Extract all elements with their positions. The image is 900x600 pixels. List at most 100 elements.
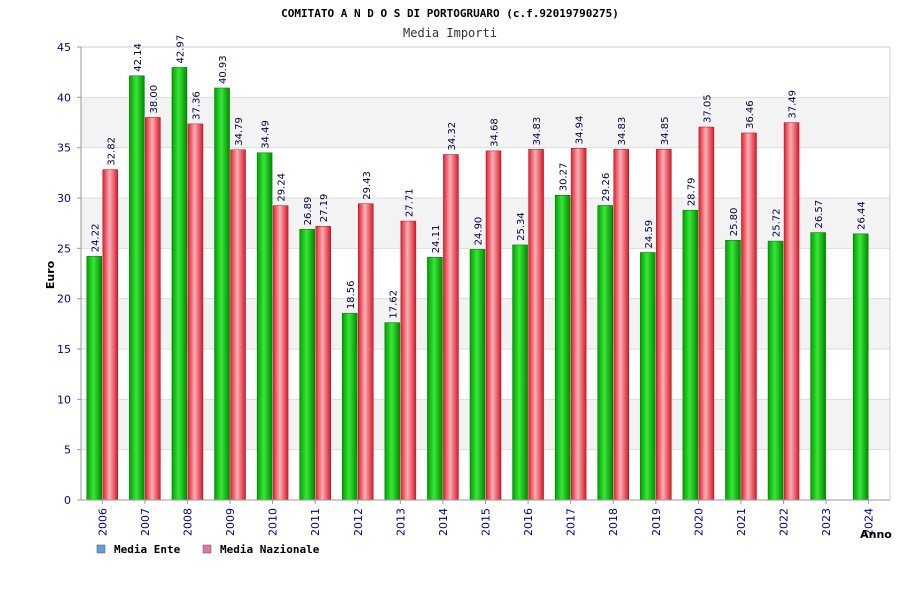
value-label-media-ente-2016: 25.34 — [516, 212, 527, 241]
bar-media-nazionale-2008 — [187, 123, 204, 501]
value-label-media-nazionale-2012: 29.43 — [362, 171, 373, 200]
value-label-media-nazionale-2013: 27.71 — [404, 188, 415, 217]
x-tick-label-2023: 2023 — [820, 508, 833, 536]
value-label-media-ente-2006: 24.22 — [90, 224, 101, 253]
value-label-media-ente-2020: 28.79 — [686, 178, 697, 207]
bar-media-ente-2011 — [299, 229, 315, 501]
y-tick-label-35: 35 — [57, 142, 71, 155]
value-label-media-nazionale-2015: 34.68 — [490, 118, 501, 147]
x-tick-label-2013: 2013 — [394, 508, 407, 536]
bars — [86, 67, 869, 501]
bar-media-nazionale-2016 — [528, 149, 544, 501]
y-tick-label-10: 10 — [57, 393, 71, 406]
bar-media-nazionale-2019 — [656, 148, 672, 501]
bar-media-nazionale-2017 — [570, 148, 587, 501]
value-label-media-nazionale-2014: 34.32 — [447, 122, 458, 151]
x-tick-label-2019: 2019 — [650, 508, 663, 536]
x-tick-labels: 2006 2007 2008 2009 2010 2011 2012 2013 2014 2015… — [96, 500, 876, 536]
bar-media-nazionale-2007 — [145, 117, 161, 501]
value-label-media-ente-2024: 26.44 — [857, 201, 868, 230]
x-tick-label-2011: 2011 — [309, 508, 322, 536]
x-tick-label-2009: 2009 — [224, 508, 237, 536]
y-tick-label-25: 25 — [57, 242, 71, 255]
bar-media-ente-2010 — [256, 152, 273, 501]
x-tick-label-2010: 2010 — [267, 508, 280, 536]
x-tick-label-2007: 2007 — [139, 508, 152, 536]
x-tick-label-2022: 2022 — [778, 508, 791, 536]
x-tick-label-2021: 2021 — [735, 508, 748, 536]
value-label-media-nazionale-2020: 37.05 — [702, 94, 713, 123]
x-tick-label-2014: 2014 — [437, 508, 450, 536]
x-tick-label-2006: 2006 — [96, 508, 109, 536]
bar-media-ente-2023 — [810, 232, 826, 501]
legend-label-media-ente: Media Ente — [114, 543, 181, 556]
value-label-media-nazionale-2016: 34.83 — [532, 117, 543, 146]
value-label-media-nazionale-2006: 32.82 — [106, 137, 117, 166]
value-label-media-nazionale-2010: 29.24 — [277, 173, 288, 202]
legend-label-media-nazionale: Media Nazionale — [220, 543, 320, 556]
legend-swatch-media-nazionale — [202, 544, 212, 554]
y-tick-label-40: 40 — [57, 91, 71, 104]
value-label-media-nazionale-2009: 34.79 — [234, 117, 245, 146]
value-label-media-nazionale-2017: 34.94 — [575, 116, 586, 145]
bar-media-ente-2019 — [640, 252, 656, 501]
bar-media-nazionale-2022 — [783, 122, 800, 501]
bar-media-nazionale-2014 — [443, 154, 459, 501]
y-tick-label-20: 20 — [57, 293, 71, 306]
value-label-media-ente-2017: 30.27 — [559, 163, 570, 192]
y-tick-labels: 0 5 10 15 20 25 30 35 40 45 — [57, 41, 81, 507]
value-label-media-nazionale-2008: 37.36 — [191, 91, 202, 120]
bar-media-ente-2022 — [767, 240, 784, 501]
bar-media-ente-2018 — [597, 205, 613, 501]
bar-media-nazionale-2009 — [230, 149, 246, 501]
value-label-media-ente-2012: 18.56 — [346, 281, 357, 310]
value-label-media-ente-2021: 25.80 — [729, 208, 740, 237]
bar-media-ente-2009 — [214, 87, 230, 501]
x-tick-label-2015: 2015 — [480, 508, 493, 536]
value-label-media-ente-2013: 17.62 — [388, 290, 399, 319]
bar-media-ente-2012 — [342, 312, 358, 501]
x-tick-label-2020: 2020 — [692, 508, 705, 536]
value-label-media-ente-2007: 42.14 — [133, 43, 144, 72]
value-labels: 24.22 42.14 42.97 40.93 34.49 26.89 18.56 17.62… — [90, 35, 867, 319]
value-label-media-ente-2023: 26.57 — [814, 200, 825, 229]
value-label-media-ente-2008: 42.97 — [175, 35, 186, 64]
bar-media-ente-2013 — [384, 322, 401, 501]
bar-media-ente-2008 — [171, 67, 188, 501]
bar-media-ente-2021 — [725, 240, 741, 501]
bar-media-nazionale-2021 — [741, 132, 757, 501]
value-label-media-ente-2015: 24.90 — [474, 217, 485, 246]
bar-media-ente-2007 — [129, 75, 145, 501]
value-label-media-nazionale-2021: 36.46 — [745, 100, 756, 129]
value-label-media-ente-2022: 25.72 — [772, 208, 783, 237]
x-tick-label-2017: 2017 — [565, 508, 578, 536]
value-label-media-nazionale-2019: 34.85 — [660, 117, 671, 146]
value-label-media-ente-2019: 24.59 — [644, 220, 655, 249]
value-label-media-ente-2009: 40.93 — [218, 55, 229, 84]
bar-media-ente-2014 — [427, 257, 443, 501]
legend: Media Ente Media Nazionale — [96, 543, 320, 556]
bar-media-ente-2017 — [554, 195, 571, 501]
y-tick-label-15: 15 — [57, 343, 71, 356]
bar-media-nazionale-2015 — [485, 150, 502, 501]
value-label-media-ente-2018: 29.26 — [601, 173, 612, 202]
x-tick-label-2016: 2016 — [522, 508, 535, 536]
x-tick-label-2012: 2012 — [352, 508, 365, 536]
x-tick-label-2008: 2008 — [181, 508, 194, 536]
value-label-media-nazionale-2011: 27.19 — [319, 194, 330, 223]
value-label-media-nazionale-2007: 38.00 — [149, 85, 160, 114]
x-tick-label-2018: 2018 — [607, 508, 620, 536]
y-tick-label-5: 5 — [64, 444, 71, 457]
x-tick-label-2024: 2024 — [863, 508, 876, 536]
bar-media-nazionale-2010 — [272, 205, 289, 501]
value-label-media-nazionale-2022: 37.49 — [788, 90, 799, 119]
value-label-media-ente-2014: 24.11 — [431, 225, 442, 254]
bar-media-ente-2016 — [512, 244, 528, 501]
bar-media-nazionale-2012 — [358, 203, 374, 501]
value-label-media-ente-2010: 34.49 — [261, 120, 272, 149]
bar-media-nazionale-2011 — [315, 226, 331, 501]
bar-media-nazionale-2020 — [698, 126, 715, 501]
y-tick-label-0: 0 — [64, 494, 71, 507]
bar-media-nazionale-2018 — [613, 149, 629, 501]
bar-media-ente-2015 — [469, 249, 486, 501]
